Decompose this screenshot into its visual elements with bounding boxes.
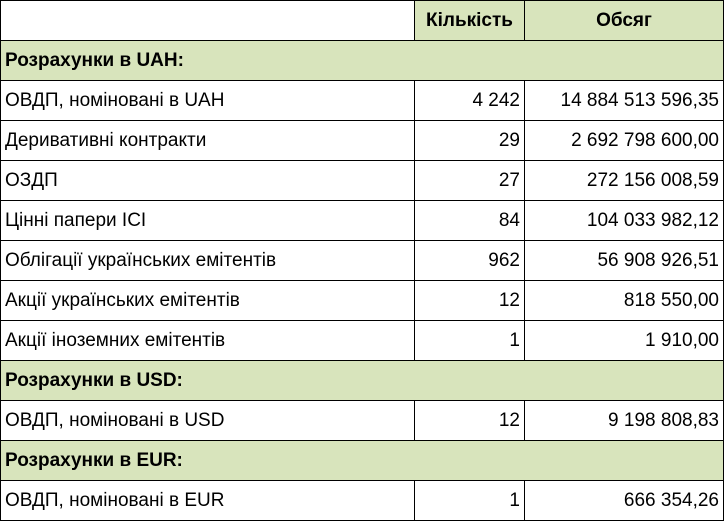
row-count: 4 242 (414, 80, 525, 121)
header-row: Кількість Обсяг (0, 0, 724, 41)
header-name (0, 0, 415, 41)
row-count: 27 (414, 160, 525, 201)
table-row: Акції українських емітентів 12 818 550,0… (0, 280, 724, 321)
row-count: 962 (414, 240, 525, 281)
row-name: ОВДП, номіновані в EUR (0, 480, 415, 521)
row-count: 1 (414, 320, 525, 361)
row-name: Акції іноземних емітентів (0, 320, 415, 361)
row-name: Акції українських емітентів (0, 280, 415, 321)
table-row: ОВДП, номіновані в USD 12 9 198 808,83 (0, 400, 724, 441)
table-row: Акції іноземних емітентів 1 1 910,00 (0, 320, 724, 361)
row-name: Деривативні контракти (0, 120, 415, 161)
row-name: ОЗДП (0, 160, 415, 201)
row-volume: 56 908 926,51 (524, 240, 724, 281)
section-title: Розрахунки в UAH: (0, 40, 724, 81)
row-volume: 104 033 982,12 (524, 200, 724, 241)
row-count: 1 (414, 480, 525, 521)
section-title: Розрахунки в EUR: (0, 440, 724, 481)
row-count: 29 (414, 120, 525, 161)
row-count: 12 (414, 280, 525, 321)
row-name: Облігації українських емітентів (0, 240, 415, 281)
row-name: ОВДП, номіновані в UAH (0, 80, 415, 121)
row-volume: 1 910,00 (524, 320, 724, 361)
section-row-usd: Розрахунки в USD: (0, 360, 724, 401)
row-volume: 9 198 808,83 (524, 400, 724, 441)
row-volume: 2 692 798 600,00 (524, 120, 724, 161)
row-name: Цінні папери ICI (0, 200, 415, 241)
table-row: Облігації українських емітентів 962 56 9… (0, 240, 724, 281)
table-row: Цінні папери ICI 84 104 033 982,12 (0, 200, 724, 241)
row-volume: 818 550,00 (524, 280, 724, 321)
section-title: Розрахунки в USD: (0, 360, 724, 401)
table-row: ОВДП, номіновані в UAH 4 242 14 884 513 … (0, 80, 724, 121)
table-row: Деривативні контракти 29 2 692 798 600,0… (0, 120, 724, 161)
table-row: ОЗДП 27 272 156 008,59 (0, 160, 724, 201)
row-count: 84 (414, 200, 525, 241)
row-volume: 14 884 513 596,35 (524, 80, 724, 121)
header-volume: Обсяг (524, 0, 724, 41)
row-count: 12 (414, 400, 525, 441)
table-row: ОВДП, номіновані в EUR 1 666 354,26 (0, 480, 724, 521)
section-row-uah: Розрахунки в UAH: (0, 40, 724, 81)
row-volume: 666 354,26 (524, 480, 724, 521)
row-volume: 272 156 008,59 (524, 160, 724, 201)
row-name: ОВДП, номіновані в USD (0, 400, 415, 441)
section-row-eur: Розрахунки в EUR: (0, 440, 724, 481)
header-count: Кількість (414, 0, 525, 41)
